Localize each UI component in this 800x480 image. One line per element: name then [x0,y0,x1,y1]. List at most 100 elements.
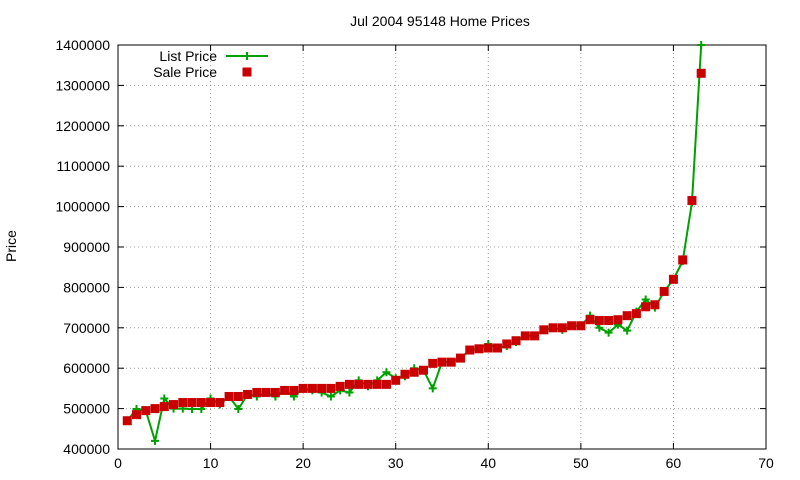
sale-price-point [409,367,419,377]
y-axis-label: Price [3,230,19,262]
list-price-point [623,326,632,335]
sale-price-point [576,321,586,331]
sale-price-point [150,404,160,414]
list-price-point [641,295,650,304]
sale-price-point [585,315,595,325]
legend-marker-list-price [243,52,251,60]
x-tick-label: 70 [758,455,774,471]
sale-price-point [233,391,243,401]
sale-price-point [687,196,697,206]
sale-price-point [456,353,466,363]
sale-price-point [428,358,438,368]
x-tick-label: 0 [114,455,122,471]
sale-price-point [298,383,308,393]
x-tick-label: 20 [295,455,311,471]
sale-price-point [641,302,651,312]
sale-price-point [335,381,345,391]
sale-price-point [483,343,493,353]
sale-price-point [326,383,336,393]
grid-layer [118,45,766,449]
sale-price-point [354,379,364,389]
sale-price-point [141,406,151,416]
list-price-point [326,392,335,401]
list-price-point [595,323,604,332]
sale-price-point [539,325,549,335]
y-tick-label: 1400000 [55,37,110,53]
list-price-point [234,405,243,414]
list-price-point [160,394,169,403]
sale-price-point [631,309,641,319]
sale-price-point [418,365,428,375]
sale-price-point [520,331,530,341]
y-tick-label: 700000 [63,320,110,336]
sale-price-point [548,323,558,333]
sale-price-point [668,274,678,284]
y-tick-label: 800000 [63,279,110,295]
sale-price-point [530,331,540,341]
sale-price-point [502,339,512,349]
y-tick-label: 1000000 [55,199,110,215]
sale-price-point [437,357,447,367]
x-tick-label: 50 [573,455,589,471]
sale-price-point [132,410,142,420]
sale-price-point [243,389,253,399]
sale-price-point [567,321,577,331]
x-tick-label: 10 [203,455,219,471]
list-price-point [428,384,437,393]
sale-price-point [317,383,327,393]
sale-price-point [604,316,614,326]
list-price-point [604,328,613,337]
sale-price-point [400,369,410,379]
sale-price-point [372,379,382,389]
legend-marker-sale-price [242,67,252,77]
sale-price-point [650,300,660,310]
y-tick-label: 900000 [63,239,110,255]
sale-price-point [159,402,169,412]
y-tick-label: 1200000 [55,118,110,134]
list-price-point [345,388,354,397]
sale-price-point [613,315,623,325]
sale-price-point [280,385,290,395]
legend-label-list-price: List Price [159,48,217,64]
series-layer [122,41,706,445]
sale-price-point [252,387,262,397]
sale-price-point [224,391,234,401]
y-tick-label: 1300000 [55,77,110,93]
legend: List Price Sale Price [153,48,268,80]
chart-title: Jul 2004 95148 Home Prices [350,13,530,29]
legend-label-sale-price: Sale Price [153,64,217,80]
sale-price-point [474,344,484,354]
list-price-point [697,41,706,49]
sale-price-point [344,379,354,389]
sale-price-point [557,323,567,333]
y-tick-label: 400000 [63,441,110,457]
sale-price-point [622,311,632,321]
sale-price-point [493,343,503,353]
sale-price-point [261,387,271,397]
sale-price-point [270,387,280,397]
list-price-point [151,436,160,445]
sale-price-point [363,379,373,389]
sale-price-point [206,398,216,408]
y-tick-label: 500000 [63,401,110,417]
x-tick-label: 30 [388,455,404,471]
sale-price-point [594,316,604,326]
series-sale-price [122,68,706,426]
sale-price-point [446,357,456,367]
sale-price-point [196,398,206,408]
sale-price-point [178,398,188,408]
sale-price-point [187,398,197,408]
sale-price-point [215,398,225,408]
sale-price-point [465,345,475,355]
y-tick-label: 1100000 [57,158,111,174]
sale-price-point [307,383,317,393]
list-price-point [382,368,391,377]
sale-price-point [169,400,179,410]
sale-price-point [289,385,299,395]
sale-price-point [122,416,132,426]
y-tick-label: 600000 [63,360,110,376]
x-tick-label: 40 [480,455,496,471]
ticks-layer: 0 10 20 30 40 50 60 70 400000 500000 600000 700000 8… [55,37,774,471]
sale-price-point [391,375,401,385]
